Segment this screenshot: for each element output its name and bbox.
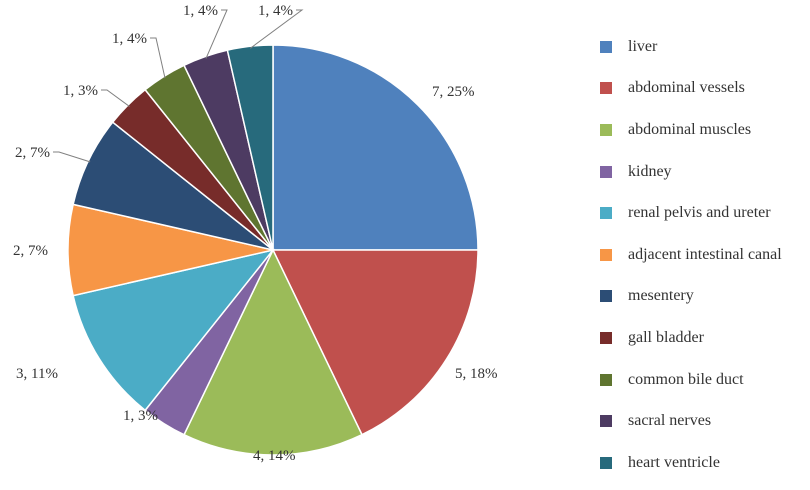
legend-item-abdominal-muscles: abdominal muscles bbox=[600, 109, 805, 151]
legend-swatch bbox=[600, 123, 612, 136]
legend-item-liver: liver bbox=[600, 26, 805, 68]
legend-item-mesentery: mesentery bbox=[600, 276, 805, 318]
leader-line-heart-ventricle bbox=[250, 9, 304, 49]
legend-swatch bbox=[600, 373, 612, 386]
leader-line-common-bile-duct bbox=[150, 37, 166, 79]
legend-label: adjacent intestinal canal bbox=[628, 245, 782, 263]
leader-line-mesentery bbox=[53, 151, 91, 163]
chart-legend: liver abdominal vessels abdominal muscles k… bbox=[600, 26, 805, 484]
pie-slices bbox=[67, 44, 479, 456]
data-labels: 7, 25% 5, 18% 4, 14% 1, 3% 3, 11% 2, 7% 2, 7% 1… bbox=[13, 3, 498, 464]
pie-slice-liver bbox=[272, 44, 479, 251]
legend-label: abdominal vessels bbox=[628, 79, 745, 97]
legend-swatch bbox=[600, 207, 612, 220]
legend-label: common bile duct bbox=[628, 370, 744, 388]
legend-label: renal pelvis and ureter bbox=[628, 204, 771, 222]
pie-slice-renal-pelvis-and-ureter bbox=[72, 248, 275, 412]
pie-slice-abdominal-vessels bbox=[271, 249, 479, 436]
leader-lines bbox=[53, 9, 304, 163]
data-label-liver: 7, 25% bbox=[432, 84, 475, 100]
legend-swatch bbox=[600, 456, 612, 469]
legend-swatch bbox=[600, 40, 612, 53]
legend-swatch bbox=[600, 248, 612, 261]
legend-label: sacral nerves bbox=[628, 412, 712, 430]
data-label-kidney: 1, 3% bbox=[123, 408, 158, 424]
legend-item-adjacent-intestinal-canal: adjacent intestinal canal bbox=[600, 234, 805, 276]
legend-label: heart ventricle bbox=[628, 453, 720, 471]
data-label-sacral-nerves: 1, 4% bbox=[183, 3, 218, 19]
leader-line-gall-bladder bbox=[101, 89, 130, 107]
legend-label: gall bladder bbox=[628, 328, 704, 346]
legend-label: kidney bbox=[628, 162, 672, 180]
legend-item-abdominal-vessels: abdominal vessels bbox=[600, 68, 805, 110]
legend-item-gall-bladder: gall bladder bbox=[600, 317, 805, 359]
legend-item-renal-pelvis-and-ureter: renal pelvis and ureter bbox=[600, 192, 805, 234]
legend-swatch bbox=[600, 415, 612, 428]
legend-item-heart-ventricle: heart ventricle bbox=[600, 442, 805, 484]
legend-item-sacral-nerves: sacral nerves bbox=[600, 400, 805, 442]
data-label-mesentery: 2, 7% bbox=[15, 145, 50, 161]
data-label-heart-ventricle: 1, 4% bbox=[258, 3, 293, 19]
legend-item-common-bile-duct: common bile duct bbox=[600, 359, 805, 401]
legend-swatch bbox=[600, 165, 612, 178]
data-label-abdominal-vessels: 5, 18% bbox=[455, 366, 498, 382]
data-label-abdominal-muscles: 4, 14% bbox=[253, 448, 296, 464]
pie-slice-abdominal-muscles bbox=[183, 248, 363, 456]
legend-swatch bbox=[600, 331, 612, 344]
leader-line-sacral-nerves bbox=[205, 9, 228, 59]
legend-label: liver bbox=[628, 37, 658, 55]
pie-slice-heart-ventricle bbox=[226, 44, 274, 251]
legend-label: mesentery bbox=[628, 287, 694, 305]
data-label-common-bile-duct: 1, 4% bbox=[112, 31, 147, 47]
data-label-adjacent-intestinal-canal: 2, 7% bbox=[13, 243, 48, 259]
data-label-gall-bladder: 1, 3% bbox=[63, 83, 98, 99]
data-label-renal-pelvis-and-ureter: 3, 11% bbox=[16, 366, 58, 382]
legend-swatch bbox=[600, 290, 612, 303]
legend-item-kidney: kidney bbox=[600, 151, 805, 193]
legend-label: abdominal muscles bbox=[628, 120, 752, 138]
legend-swatch bbox=[600, 82, 612, 95]
